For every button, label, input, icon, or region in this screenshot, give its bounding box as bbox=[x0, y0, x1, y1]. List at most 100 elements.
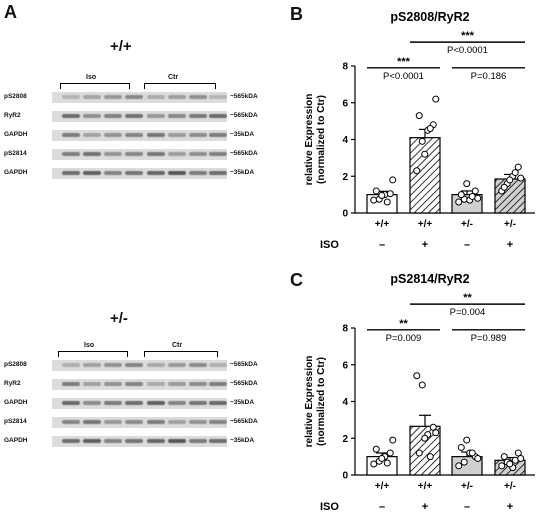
iso-mark: + bbox=[507, 239, 513, 251]
data-point bbox=[426, 453, 434, 461]
significance-stars: *** bbox=[397, 56, 411, 68]
blot-band bbox=[168, 420, 186, 424]
y-tick-label: 6 bbox=[342, 98, 348, 109]
blot-strip bbox=[52, 436, 227, 447]
blot-band bbox=[168, 95, 186, 99]
blot-band bbox=[83, 401, 101, 405]
p-value-label: P<0.0001 bbox=[383, 71, 424, 82]
data-point bbox=[389, 176, 397, 184]
blot-band bbox=[83, 420, 101, 424]
blot-strip bbox=[52, 398, 227, 409]
data-point bbox=[372, 445, 380, 453]
blot-size-label: ~565kDA bbox=[230, 112, 258, 119]
y-tick-label: 6 bbox=[342, 360, 348, 371]
y-tick-label: 4 bbox=[342, 397, 348, 408]
blot-group-label: Ctr bbox=[168, 74, 179, 81]
category-label: +/- bbox=[461, 219, 473, 230]
blot-band bbox=[62, 133, 80, 137]
data-point bbox=[500, 453, 508, 461]
data-point bbox=[389, 436, 397, 444]
y-tick-label: 0 bbox=[342, 209, 348, 220]
iso-mark: + bbox=[422, 239, 428, 251]
blot-band bbox=[125, 133, 143, 137]
blot-band bbox=[189, 439, 207, 443]
data-point bbox=[426, 124, 434, 132]
blot-band bbox=[168, 382, 186, 386]
significance-stars: ** bbox=[399, 318, 408, 330]
blot-band bbox=[104, 401, 122, 405]
y-tick-label: 8 bbox=[342, 62, 348, 73]
blot-group-label: Ctr bbox=[172, 342, 183, 349]
blot-size-label: ~35kDA bbox=[230, 437, 255, 444]
data-point bbox=[498, 462, 506, 470]
p-value-label: P=0.004 bbox=[450, 307, 486, 318]
blot-band bbox=[189, 382, 207, 386]
data-point bbox=[421, 150, 429, 158]
y-axis-label: relative Expression(normalized to Ctr) bbox=[304, 94, 327, 186]
blot-band bbox=[125, 420, 143, 424]
blot-band bbox=[125, 171, 143, 175]
data-point bbox=[471, 187, 479, 195]
p-value-label: P=0.186 bbox=[471, 71, 507, 82]
blot-band bbox=[83, 133, 101, 137]
data-point bbox=[413, 372, 421, 380]
blot-band bbox=[62, 420, 80, 424]
chart-title: pS2814/RyR2 bbox=[390, 272, 469, 286]
blot-size-label: ~35kDA bbox=[230, 169, 255, 176]
y-tick-label: 4 bbox=[342, 135, 348, 146]
blot-band bbox=[168, 171, 186, 175]
blot-band bbox=[209, 401, 227, 405]
category-label: +/- bbox=[504, 481, 516, 492]
blot-band bbox=[62, 171, 80, 175]
blot-band bbox=[189, 401, 207, 405]
data-point bbox=[378, 454, 386, 462]
blot-band bbox=[168, 439, 186, 443]
blot-band bbox=[147, 363, 165, 367]
bar bbox=[409, 137, 441, 214]
blot-size-label: ~565kDA bbox=[230, 93, 258, 100]
blot-band bbox=[62, 152, 80, 156]
blot-band bbox=[62, 382, 80, 386]
blot-band bbox=[168, 133, 186, 137]
blot-band bbox=[147, 95, 165, 99]
data-point bbox=[506, 176, 514, 184]
blot-band bbox=[104, 171, 122, 175]
blot-size-label: ~35kDA bbox=[230, 131, 255, 138]
blot-band bbox=[83, 95, 101, 99]
iso-mark: – bbox=[379, 239, 385, 251]
y-tick-label: 8 bbox=[342, 324, 348, 335]
data-point bbox=[455, 462, 463, 470]
data-point bbox=[429, 423, 437, 431]
blot-band bbox=[147, 171, 165, 175]
blot-band bbox=[83, 114, 101, 118]
blot-band bbox=[125, 363, 143, 367]
blot-genotype: +/- bbox=[110, 310, 128, 327]
blot-band bbox=[209, 152, 227, 156]
blot-strip bbox=[52, 417, 227, 428]
significance-stars: *** bbox=[461, 30, 475, 42]
blot-band bbox=[83, 439, 101, 443]
blot-band bbox=[62, 439, 80, 443]
blot-band bbox=[83, 171, 101, 175]
iso-row-label: ISO bbox=[320, 239, 339, 251]
data-point bbox=[463, 180, 471, 188]
blot-band bbox=[168, 152, 186, 156]
blot-band bbox=[189, 133, 207, 137]
y-tick-label: 2 bbox=[342, 172, 348, 183]
blot-size-label: ~35kDA bbox=[230, 399, 255, 406]
blot-band bbox=[83, 152, 101, 156]
chart-ps2814: pS2814/RyR2 0 2 4 6 8 relative Expression(norm… bbox=[304, 272, 535, 513]
iso-mark: – bbox=[379, 501, 385, 513]
blot-band bbox=[83, 363, 101, 367]
data-point bbox=[383, 459, 391, 467]
data-point bbox=[468, 449, 476, 457]
p-value-label: P=0.989 bbox=[471, 333, 507, 344]
p-value-label: P<0.0001 bbox=[447, 45, 488, 56]
blot-band bbox=[104, 363, 122, 367]
data-point bbox=[474, 454, 482, 462]
blot-size-label: ~565kDA bbox=[230, 150, 258, 157]
blot-band bbox=[209, 382, 227, 386]
blot-band bbox=[125, 439, 143, 443]
y-tick-label: 0 bbox=[342, 471, 348, 482]
data-point bbox=[506, 460, 514, 468]
